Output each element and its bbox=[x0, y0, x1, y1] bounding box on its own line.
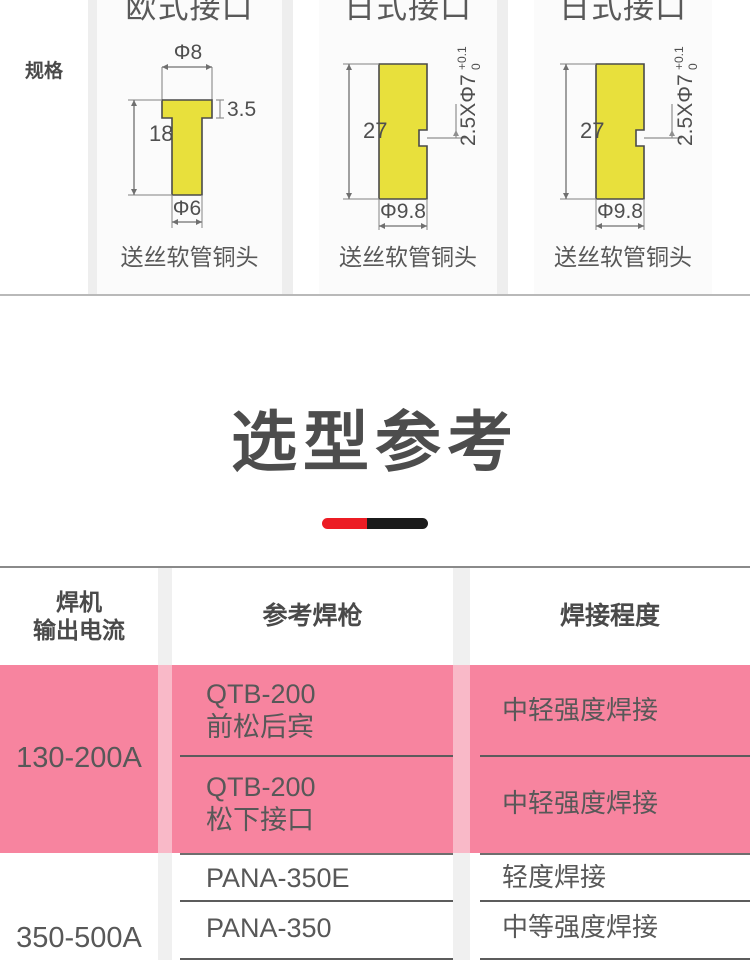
section-headline: 选型参考 bbox=[0, 296, 750, 566]
cell-current-group-2: 350-500A bbox=[16, 922, 142, 955]
svg-text:2.5XΦ7: 2.5XΦ7 bbox=[674, 74, 697, 146]
spec-column-title: 欧式接口 bbox=[125, 0, 254, 25]
spec-column-japanese-a: 日式接口 27 bbox=[319, 0, 497, 294]
table-column-strength: 焊接程度 中轻强度焊接 中轻强度焊接 轻度焊接 中等强度焊接 bbox=[470, 568, 750, 960]
spec-drawing-japanese-a: 27 2.5XΦ7 +0.1 0 bbox=[319, 34, 497, 234]
cell-current-group-1: 130-200A bbox=[16, 742, 142, 775]
japanese-tip-diagram-2: 27 2.5XΦ7 +0.1 0 Φ9.8 bbox=[560, 46, 700, 230]
selection-reference-table: 焊机 输出电流 130-200A 350-500A 参考焊枪 QTB-200 前… bbox=[0, 566, 750, 960]
title-underline-rule bbox=[322, 518, 428, 529]
rule-segment-black bbox=[366, 518, 428, 529]
cell-gun-row-1: QTB-200 前松后宾 bbox=[206, 679, 316, 742]
spec-row-label: 规格 bbox=[24, 61, 63, 82]
spec-column-caption: 送丝软管铜头 bbox=[120, 244, 259, 270]
spec-column-caption: 送丝软管铜头 bbox=[554, 244, 692, 270]
svg-text:+0.1: +0.1 bbox=[672, 46, 686, 70]
spec-table: 规格 欧式接口 Φ8 bbox=[0, 0, 750, 296]
spec-column-japanese-b: 日式接口 27 2.5XΦ7 +0.1 0 bbox=[534, 0, 712, 294]
row-divider-strength-4 bbox=[480, 958, 750, 960]
row-divider-gun-3 bbox=[180, 900, 453, 902]
column-header-strength: 焊接程度 bbox=[559, 601, 660, 630]
row-divider-strength-1 bbox=[480, 755, 750, 757]
svg-text:2.5XΦ7: 2.5XΦ7 bbox=[457, 74, 480, 146]
svg-text:0: 0 bbox=[469, 63, 483, 70]
highlight-band-strength bbox=[470, 665, 750, 853]
svg-text:Φ9.8: Φ9.8 bbox=[597, 200, 643, 223]
cell-gun-row-4: PANA-350 bbox=[206, 912, 332, 943]
table-column-divider-2 bbox=[453, 568, 470, 960]
spec-column-caption: 送丝软管铜头 bbox=[339, 244, 477, 270]
cell-gun-row-3: PANA-350E bbox=[206, 862, 350, 893]
row-divider-gun-1 bbox=[180, 755, 453, 757]
highlight-band-gun bbox=[172, 665, 453, 853]
svg-text:0: 0 bbox=[686, 63, 700, 70]
svg-text:27: 27 bbox=[580, 118, 604, 143]
column-header-gun: 参考焊枪 bbox=[262, 601, 363, 630]
svg-text:+0.1: +0.1 bbox=[455, 46, 469, 70]
svg-text:Φ8: Φ8 bbox=[173, 41, 201, 64]
table-column-divider-1 bbox=[158, 568, 172, 960]
row-divider-strength-3 bbox=[480, 900, 750, 902]
cell-strength-row-1: 中轻强度焊接 bbox=[502, 695, 659, 726]
svg-text:27: 27 bbox=[363, 118, 387, 143]
highlight-band-current bbox=[0, 665, 158, 853]
page-title: 选型参考 bbox=[231, 404, 519, 481]
spec-drawing-japanese-b: 27 2.5XΦ7 +0.1 0 Φ9.8 bbox=[534, 34, 712, 234]
spec-divider-0 bbox=[88, 0, 97, 294]
spec-row-label-cell: 规格 bbox=[0, 0, 88, 294]
spec-drawing-european: Φ8 3.5 bbox=[97, 34, 282, 234]
spec-column-title: 日式接口 bbox=[559, 0, 687, 25]
cell-strength-row-2: 中轻强度焊接 bbox=[502, 788, 659, 819]
spec-column-european: 欧式接口 Φ8 3.5 bbox=[97, 0, 282, 294]
row-divider-gun-4 bbox=[180, 958, 453, 960]
japanese-tip-diagram: 27 2.5XΦ7 +0.1 0 bbox=[343, 46, 483, 230]
column-header-current: 焊机 输出电流 bbox=[33, 589, 125, 643]
spec-divider-1 bbox=[282, 0, 319, 294]
spec-divider-2 bbox=[497, 0, 534, 294]
rule-segment-red bbox=[322, 518, 367, 529]
spec-column-title: 日式接口 bbox=[344, 0, 472, 25]
european-tip-diagram: Φ8 3.5 bbox=[127, 41, 256, 228]
spec-divider-3 bbox=[712, 0, 750, 294]
svg-text:Φ6: Φ6 bbox=[172, 197, 200, 220]
cell-strength-row-4: 中等强度焊接 bbox=[502, 912, 659, 943]
svg-text:Φ9.8: Φ9.8 bbox=[380, 200, 426, 223]
row-divider-gun-2 bbox=[180, 853, 453, 855]
table-column-current: 焊机 输出电流 130-200A 350-500A bbox=[0, 568, 158, 960]
cell-gun-row-2: QTB-200 松下接口 bbox=[206, 772, 316, 835]
row-divider-strength-2 bbox=[480, 853, 750, 855]
svg-text:18: 18 bbox=[149, 121, 173, 146]
svg-text:3.5: 3.5 bbox=[227, 98, 256, 121]
table-column-gun: 参考焊枪 QTB-200 前松后宾 QTB-200 松下接口 PANA-350E… bbox=[172, 568, 453, 960]
cell-strength-row-3: 轻度焊接 bbox=[502, 862, 607, 893]
